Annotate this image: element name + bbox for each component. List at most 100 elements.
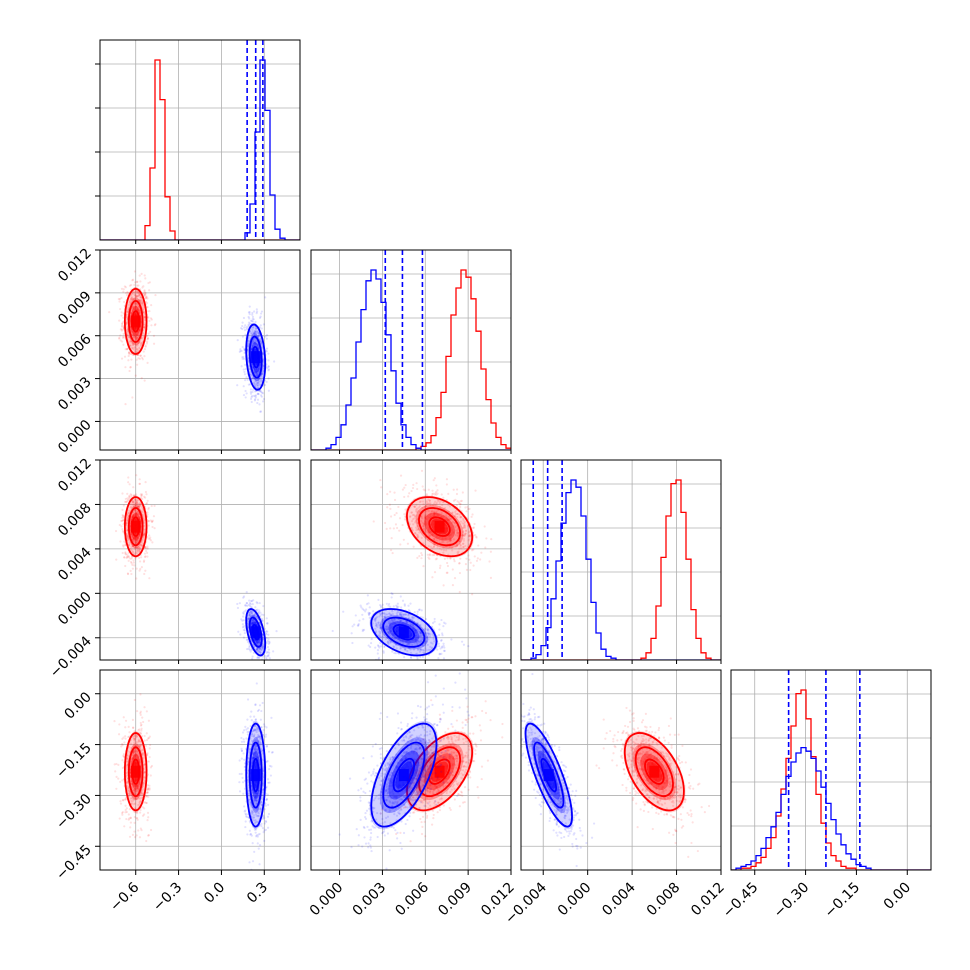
scatter-point — [125, 522, 128, 525]
scatter-point — [134, 374, 137, 377]
diag-panel-1 — [310, 249, 512, 451]
scatter-point — [128, 369, 131, 373]
scatter-point — [261, 372, 264, 375]
scatter-point — [239, 349, 242, 352]
scatter-point — [136, 709, 139, 713]
scatter-point — [136, 817, 139, 820]
scatter-point — [123, 540, 126, 543]
scatter-point — [249, 392, 253, 395]
scatter-point — [385, 527, 388, 530]
scatter-point — [135, 512, 138, 515]
scatter-point — [132, 538, 135, 541]
scatter-point — [134, 537, 137, 540]
diag-panel-3 — [730, 669, 932, 871]
scatter-point — [255, 332, 258, 335]
scatter-point — [150, 324, 153, 327]
scatter-point — [255, 601, 258, 604]
scatter-point — [254, 396, 257, 399]
scatter-point — [265, 622, 269, 625]
scatter-point — [258, 661, 260, 663]
scatter-point — [247, 323, 250, 326]
scatter-point — [460, 640, 464, 643]
scatter-point — [130, 340, 133, 343]
scatter-point — [259, 647, 262, 651]
scatter-point — [267, 642, 270, 645]
scatter-point — [242, 625, 245, 628]
scatter-point — [145, 296, 148, 299]
scatter-point — [131, 563, 134, 566]
scatter-point — [372, 610, 375, 613]
scatter-point — [248, 368, 251, 371]
scatter-point — [132, 561, 136, 564]
scatter-point — [147, 316, 150, 319]
scatter-point — [142, 560, 146, 563]
scatter-point — [265, 665, 267, 667]
scatter-point — [129, 547, 132, 551]
scatter-point — [144, 345, 147, 348]
scatter-point — [398, 517, 402, 520]
scatter-point — [133, 346, 136, 349]
scatter-point — [138, 569, 141, 572]
scatter-point — [137, 829, 140, 832]
scatter-point — [122, 332, 125, 336]
scatter-point — [458, 571, 462, 575]
scatter-point — [143, 532, 146, 535]
scatter-point — [151, 519, 154, 522]
scatter-point — [124, 551, 127, 554]
scatter-point — [273, 360, 276, 363]
scatter-point — [267, 653, 270, 657]
scatter-point — [133, 698, 136, 702]
scatter-point — [261, 645, 264, 649]
scatter-point — [133, 302, 136, 305]
scatter-point — [140, 493, 144, 496]
scatter-point — [139, 294, 142, 297]
scatter-point — [243, 347, 246, 350]
scatter-point — [260, 380, 263, 383]
scatter-point — [254, 639, 257, 642]
scatter-point — [244, 363, 247, 366]
scatter-point — [255, 641, 258, 644]
scatter-point — [142, 310, 145, 313]
scatter-point — [485, 537, 488, 540]
scatter-point — [264, 296, 267, 299]
scatter-point — [117, 297, 120, 301]
scatter-point — [138, 299, 141, 302]
scatter-point — [136, 540, 139, 544]
scatter-point — [125, 527, 128, 530]
scatter-point — [129, 339, 132, 343]
scatter-point — [256, 648, 259, 652]
scatter-point — [139, 693, 142, 696]
scatter-point — [125, 535, 129, 538]
scatter-point — [145, 794, 148, 797]
scatter-point — [250, 344, 254, 348]
scatter-point — [251, 603, 254, 606]
panel-frame — [99, 249, 301, 451]
scatter-point — [134, 514, 138, 517]
scatter-point — [131, 515, 134, 519]
scatter-point — [385, 602, 388, 605]
scatter-point — [144, 744, 147, 747]
scatter-point — [132, 335, 136, 338]
scatter-point — [251, 317, 254, 321]
scatter-point — [246, 344, 250, 348]
scatter-point — [252, 644, 255, 647]
scatter-point — [261, 660, 263, 662]
scatter-point — [386, 493, 389, 496]
scatter-point — [143, 291, 147, 294]
scatter-point — [260, 372, 264, 376]
scatter-point — [135, 348, 139, 351]
scatter-point — [136, 547, 139, 550]
scatter-point — [257, 610, 260, 614]
scatter-point — [135, 280, 139, 284]
scatter-point — [134, 291, 137, 294]
scatter-point — [243, 629, 247, 632]
scatter-point — [136, 511, 139, 514]
scatter-point — [255, 647, 258, 650]
scatter-point — [244, 389, 247, 393]
scatter-point — [440, 493, 443, 496]
scatter-point — [398, 529, 401, 532]
scatter-point — [125, 529, 129, 532]
scatter-point — [438, 645, 441, 648]
scatter-point — [135, 338, 138, 341]
scatter-point — [258, 366, 261, 370]
